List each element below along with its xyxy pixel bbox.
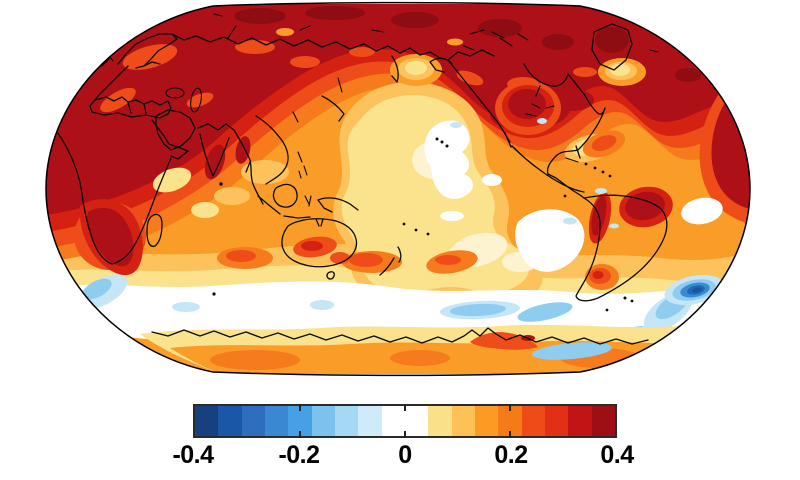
colorbar-tick-label: 0.2 (494, 441, 528, 469)
colorbar-tick-label: 0 (398, 441, 412, 469)
colorbar-tick (299, 404, 301, 411)
colorbar-tick-label: -0.4 (172, 441, 214, 469)
colorbar-segment (195, 406, 219, 436)
colorbar-tick-label: -0.2 (278, 441, 320, 469)
colorbar-labels: -0.4 -0.2 0 0.2 0.4 (172, 441, 634, 473)
colorbar-segment (218, 406, 242, 436)
colorbar-segment (521, 406, 545, 436)
colorbar-tick (404, 404, 406, 411)
colorbar-segment (428, 406, 452, 436)
colorbar-segment (381, 406, 405, 436)
colorbar-segment (241, 406, 265, 436)
colorbar-segment (451, 406, 475, 436)
colorbar-segment (334, 406, 359, 436)
colorbar-segment (568, 406, 592, 436)
colorbar-tick (509, 404, 511, 411)
colorbar-tick (404, 431, 406, 438)
colorbar-segment (474, 406, 499, 436)
colorbar-segment (591, 406, 615, 436)
colorbar-tick (299, 431, 301, 438)
colorbar-segment (288, 406, 312, 436)
pacific-cool-patches (152, 54, 646, 305)
map-outline (45, 1, 751, 377)
warm-bands (46, 4, 750, 262)
colorbar-segment (544, 406, 569, 436)
colorbar-segment (311, 406, 335, 436)
colorbar-tick (509, 431, 511, 438)
colorbar-segment (264, 406, 289, 436)
colorbar (193, 404, 617, 438)
colorbar-segments (195, 406, 615, 436)
colorbar-segment (404, 406, 429, 436)
antarctica (140, 316, 750, 373)
colorbar-segment (358, 406, 382, 436)
colorbar-segment (498, 406, 522, 436)
colorbar-tick-label: 0.4 (600, 441, 634, 469)
